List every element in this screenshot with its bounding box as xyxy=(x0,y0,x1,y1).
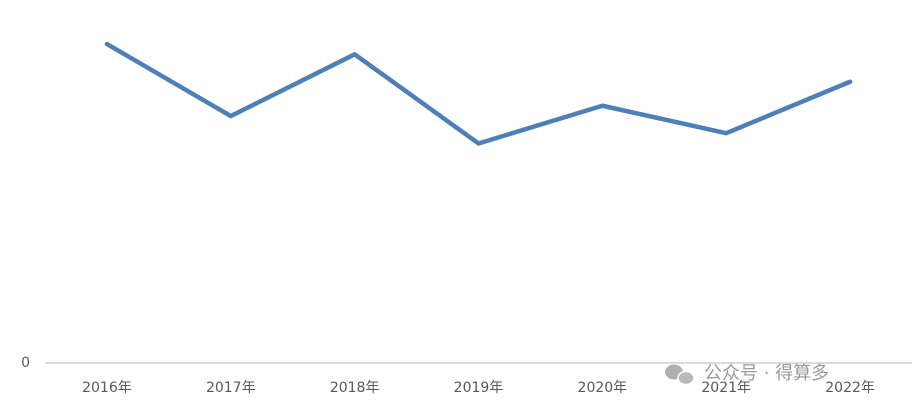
watermark-icon xyxy=(665,364,695,386)
watermark: 公众号 · 得算多 xyxy=(704,363,829,384)
x-tick-label: 2016年 xyxy=(82,380,132,396)
x-tick-label: 2017年 xyxy=(206,380,256,396)
line xyxy=(104,41,853,146)
y-tick-label: 0 xyxy=(21,355,30,371)
x-tick-label: 2020年 xyxy=(578,380,628,396)
x-tick-label: 2018年 xyxy=(330,380,380,396)
x-tick-label: 2021年 xyxy=(701,380,751,396)
x-tick-label: 2022年 xyxy=(825,380,875,396)
x-tick-label: 2019年 xyxy=(454,380,504,396)
